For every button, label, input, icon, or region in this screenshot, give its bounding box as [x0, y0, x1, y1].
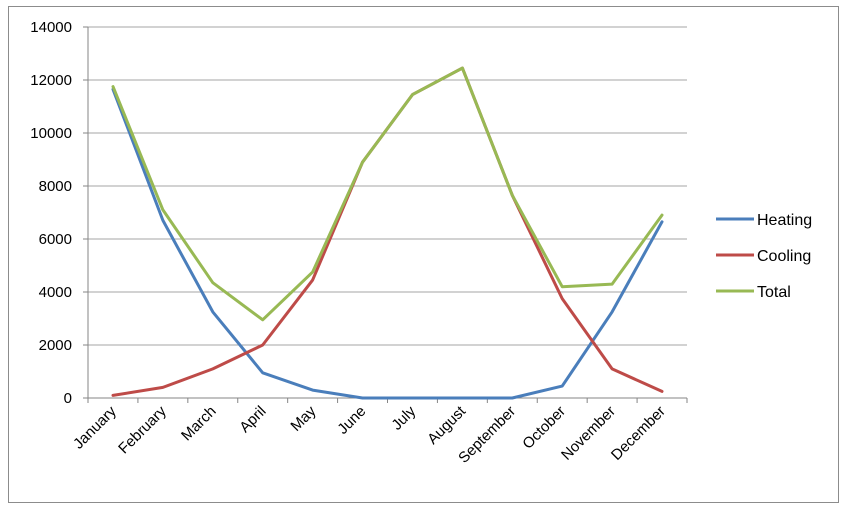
x-tick-label: June — [334, 403, 369, 438]
y-tick-label: 12000 — [30, 72, 72, 89]
y-tick-label: 6000 — [39, 231, 72, 248]
x-tick-label: August — [424, 402, 470, 448]
x-tick-label: December — [608, 403, 669, 464]
y-tick-label: 14000 — [30, 19, 72, 36]
x-tick-label: October — [519, 403, 569, 453]
x-tick-label: March — [178, 403, 219, 444]
series-line-heating — [111, 87, 664, 400]
legend-label: Cooling — [757, 248, 811, 265]
x-tick-label: May — [287, 402, 319, 434]
legend-label: Heating — [757, 212, 812, 229]
x-tick-label: February — [115, 402, 170, 457]
y-axis: 0 2000 4000 6000 8000 10000 12000 14000 — [30, 19, 89, 407]
x-tick-label: July — [388, 402, 419, 433]
series-line-cooling — [111, 66, 664, 397]
y-tick-label: 2000 — [39, 337, 72, 354]
y-tick-label: 0 — [64, 390, 72, 407]
x-tick-label: April — [236, 403, 269, 436]
series-lines — [111, 66, 664, 400]
y-tick-label: 8000 — [39, 178, 72, 195]
y-tick-label: 10000 — [30, 125, 72, 142]
series-line-total — [111, 66, 664, 322]
legend: Heating Cooling Total — [716, 212, 812, 301]
y-tick-label: 4000 — [39, 284, 72, 301]
legend-label: Total — [757, 284, 791, 301]
x-tick-label: January — [70, 402, 120, 452]
gridlines — [88, 26, 687, 346]
